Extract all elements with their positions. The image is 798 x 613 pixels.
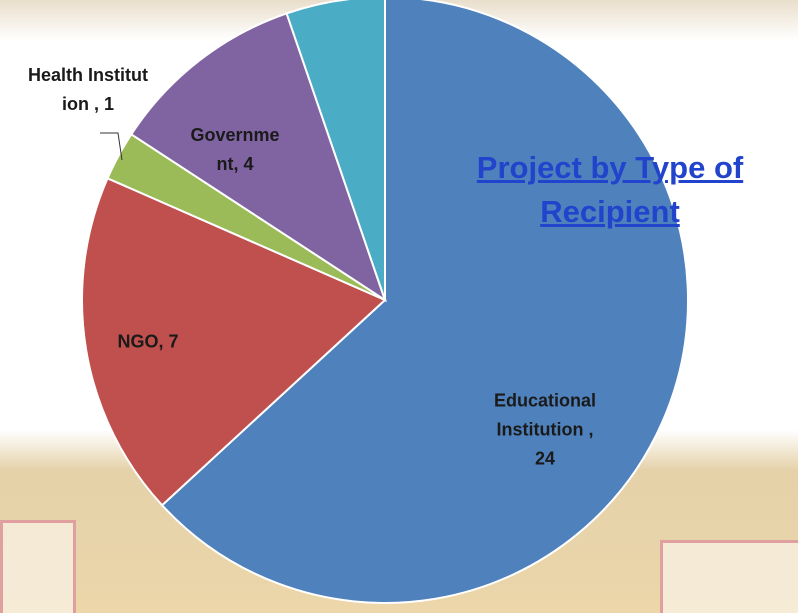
data-label: Health Institution , 1 [28,65,148,114]
background-window [0,520,76,613]
leader-line [100,132,123,161]
data-label: NGO, 7 [117,331,179,352]
pie-slice [160,0,689,604]
pie-slice [81,176,387,507]
data-label: Government, 4 [190,125,280,174]
pie-slice [129,12,387,303]
data-label: Educational Institution , 24 [493,390,596,469]
background-window [660,540,798,613]
chart-title[interactable]: Project by Type of Recipient [476,150,744,229]
pie-slice [285,0,386,301]
